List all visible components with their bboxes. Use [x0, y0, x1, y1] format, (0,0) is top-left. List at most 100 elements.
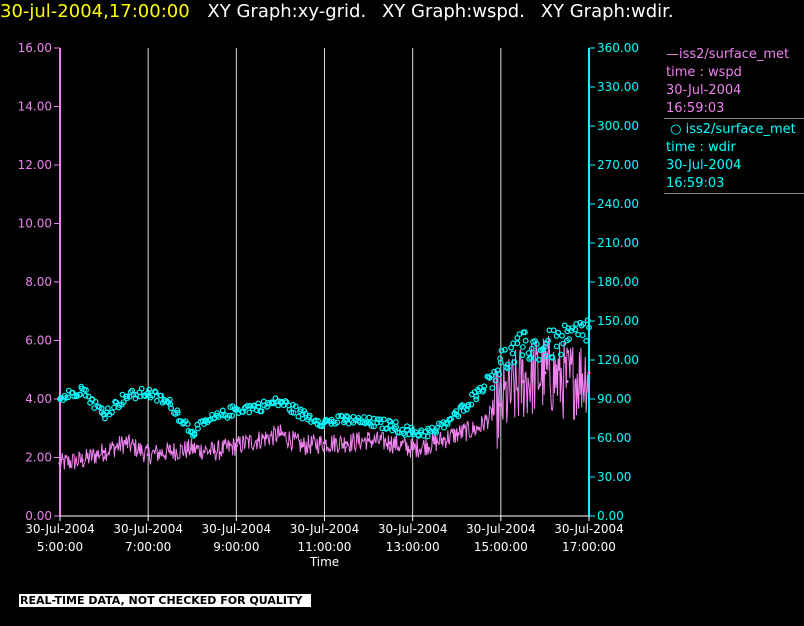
wdir-point [564, 337, 570, 344]
wspd-point [543, 371, 547, 375]
wdir-point [343, 413, 350, 419]
wdir-point [146, 386, 153, 393]
x-tick-date: 30-Jul-2004 [25, 522, 95, 536]
wdir-point [441, 424, 447, 431]
wdir-point [344, 414, 351, 420]
wdir-point [92, 398, 99, 405]
wdir-point [550, 327, 557, 334]
wspd-point [58, 461, 62, 465]
wdir-point [553, 343, 560, 350]
wdir-point [149, 392, 156, 399]
series-wspd [58, 335, 591, 470]
wdir-point [468, 401, 475, 408]
wspd-point [256, 438, 260, 442]
wspd-point [278, 432, 282, 436]
right-tick-label: 150.00 [597, 314, 639, 328]
wdir-point [380, 416, 387, 423]
wdir-point [363, 419, 370, 426]
wdir-point [104, 405, 111, 412]
wdir-point [392, 419, 399, 425]
wdir-point [453, 411, 460, 418]
wdir-point [315, 417, 321, 424]
wdir-point [498, 347, 505, 354]
legend-wdir-time: 16:59:03 [666, 176, 725, 191]
wdir-point [520, 344, 526, 350]
wdir-point [270, 400, 277, 407]
wdir-point [62, 395, 69, 401]
wdir-point [459, 402, 466, 408]
wdir-point [560, 340, 567, 347]
wspd-point [499, 403, 503, 407]
wdir-point [514, 340, 521, 347]
wspd-point [212, 450, 216, 454]
wdir-point [424, 433, 431, 440]
panel-title-wspd: XY Graph:wspd. [381, 1, 525, 22]
wdir-point [529, 345, 535, 352]
wdir-point [463, 406, 470, 413]
wdir-point [299, 411, 306, 418]
wspd-point [521, 379, 525, 384]
wspd-point [433, 441, 437, 445]
wdir-point [496, 371, 503, 378]
wdir-point [226, 412, 233, 419]
wdir-point [545, 337, 551, 344]
wdir-point [258, 408, 265, 415]
wdir-point [492, 377, 499, 384]
wdir-point [290, 409, 297, 416]
right-tick-label: 240.00 [597, 197, 639, 211]
wspd-line [59, 335, 589, 470]
wdir-point [525, 350, 532, 356]
wdir-point [580, 321, 587, 328]
legend-wspd: —iss2/surface_met time : wspd 30-Jul-200… [664, 46, 804, 119]
wdir-point [233, 406, 240, 413]
wdir-point [408, 424, 415, 431]
line-swatch-icon: — [666, 47, 679, 62]
wdir-point [502, 346, 508, 353]
wdir-point [579, 332, 586, 339]
wdir-point [542, 353, 549, 360]
panel-title-xy-grid: XY Graph:xy-grid. [207, 1, 367, 22]
x-tick-time: 17:00:00 [562, 540, 616, 554]
wdir-point [184, 421, 191, 427]
wspd-point [367, 438, 371, 442]
wdir-point [321, 419, 328, 426]
wdir-point [335, 413, 342, 420]
x-tick-time: 5:00:00 [37, 540, 83, 554]
wspd-point [102, 450, 106, 454]
wdir-point [387, 422, 394, 428]
wdir-point [73, 392, 80, 399]
wdir-point [475, 388, 482, 395]
wdir-point [153, 397, 160, 404]
wdir-point [120, 399, 127, 406]
wdir-point [277, 398, 284, 405]
wdir-point [138, 385, 145, 392]
panel-title-wdir: XY Graph:wdir. [540, 1, 674, 22]
wdir-point [559, 332, 565, 339]
wdir-point [123, 393, 129, 400]
wdir-point [288, 409, 295, 416]
wdir-point [504, 361, 511, 368]
wdir-point [497, 359, 504, 366]
x-tick-date: 30-Jul-2004 [290, 522, 360, 536]
wdir-point [371, 423, 377, 430]
right-tick-label: 90.00 [597, 392, 631, 406]
wspd-point [389, 441, 393, 445]
right-tick-label: 60.00 [597, 431, 631, 445]
wdir-point [255, 400, 262, 407]
wdir-point [473, 396, 480, 403]
wspd-point [234, 444, 238, 448]
wdir-point [365, 419, 372, 426]
wdir-point [82, 392, 89, 399]
wdir-point [404, 426, 410, 433]
wdir-point [572, 326, 579, 333]
wdir-point [116, 402, 123, 408]
wdir-point [111, 404, 117, 411]
legend-wdir-var: time : wdir [666, 140, 736, 155]
x-tick-time: 13:00:00 [386, 540, 440, 554]
wspd-point [411, 447, 415, 451]
wspd-point [455, 432, 459, 436]
wdir-point [555, 329, 562, 336]
wspd-point [565, 379, 569, 384]
wdir-point [306, 412, 313, 419]
wdir-point [174, 407, 181, 414]
